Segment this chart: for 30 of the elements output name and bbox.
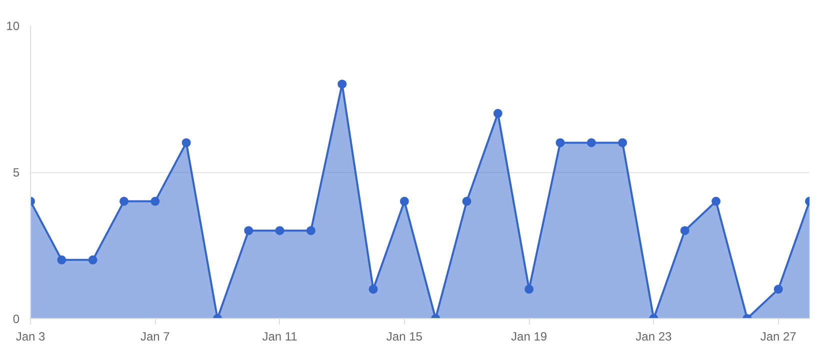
point <box>493 108 502 118</box>
point <box>368 284 378 294</box>
point <box>275 226 284 236</box>
point <box>119 196 128 206</box>
y-tick-label: 0 <box>12 312 20 326</box>
x-tick-label: Jan 3 <box>16 330 46 344</box>
y-tick-label: 5 <box>12 166 20 180</box>
point <box>338 80 347 89</box>
point <box>306 226 316 236</box>
point <box>586 138 596 148</box>
point <box>400 196 409 206</box>
point <box>524 284 534 294</box>
point <box>150 196 160 206</box>
x-tick-label: Jan 23 <box>636 330 672 344</box>
x-tick-label: Jan 19 <box>511 330 548 344</box>
point <box>244 226 254 236</box>
point <box>556 138 565 148</box>
x-tick-label: Jan 11 <box>262 330 298 344</box>
x-tick-label: Jan 27 <box>760 330 797 344</box>
x-tick-label: Jan 15 <box>386 330 423 344</box>
y-tick-label: 10 <box>6 19 20 33</box>
point <box>712 196 721 206</box>
point <box>57 255 66 264</box>
point <box>462 196 472 206</box>
x-tick-label: Jan 7 <box>140 330 170 344</box>
point <box>88 255 98 264</box>
point <box>680 226 690 236</box>
point <box>618 138 628 148</box>
point <box>774 284 783 294</box>
point <box>182 138 191 148</box>
